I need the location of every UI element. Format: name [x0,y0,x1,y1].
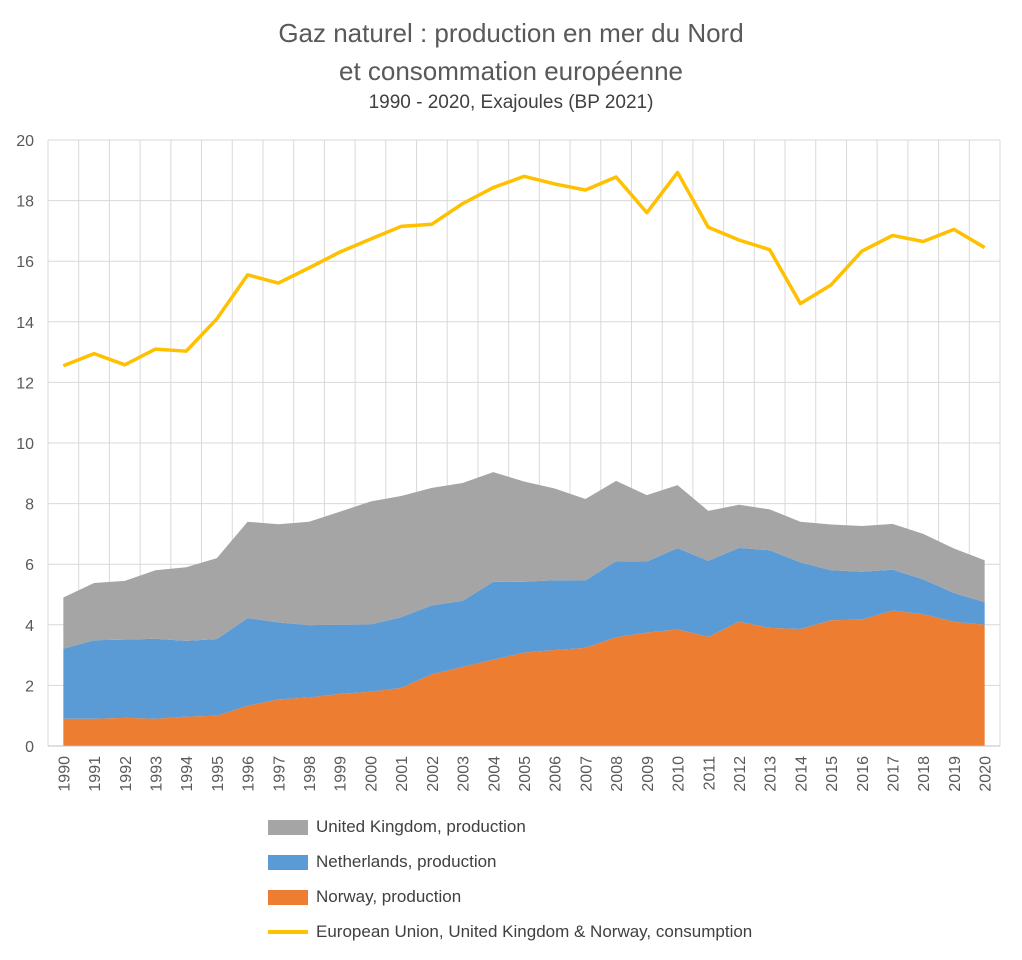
x-tick-label: 2008 [609,756,626,792]
legend-label-consumption: European Union, United Kingdom & Norway,… [316,922,753,941]
x-tick-label: 2018 [916,756,933,792]
x-tick-label: 2007 [578,756,595,792]
y-tick-label: 0 [25,739,34,756]
x-tick-label: 2002 [425,756,442,792]
x-tick-label: 2006 [548,756,565,792]
legend-label-uk: United Kingdom, production [316,817,526,836]
x-tick-label: 1998 [302,756,319,792]
x-tick-label: 2009 [640,756,657,792]
x-tick-label: 1994 [179,756,196,792]
y-tick-label: 6 [25,557,34,574]
x-tick-label: 2001 [394,756,411,792]
x-tick-label: 1995 [210,756,227,792]
y-tick-label: 2 [25,678,34,695]
x-tick-label: 2012 [732,756,749,792]
y-tick-label: 4 [25,618,34,635]
x-tick-label: 1996 [241,756,258,792]
legend-label-netherlands: Netherlands, production [316,852,497,871]
x-tick-label: 2016 [855,756,872,792]
x-tick-label: 1992 [118,756,135,792]
plot-area: 0 2 4 6 8 10 12 14 16 18 20 1990 1991 1992 1993 1994 199… [16,133,1001,792]
area-norway [63,610,985,746]
area-netherlands [63,547,985,719]
y-tick-label: 14 [16,315,34,332]
legend-item-uk: United Kingdom, production [268,812,526,842]
x-tick-label: 2005 [517,756,534,792]
y-tick-label: 16 [16,254,34,271]
x-tick-label: 2019 [947,756,964,792]
x-tick-label: 2011 [701,756,718,791]
x-tick-label: 1997 [271,756,288,792]
x-tick-label: 1991 [87,756,104,792]
x-tick-label: 2004 [486,756,503,792]
chart-title: Gaz naturel : production en mer du Nord [278,18,744,48]
legend-swatch-uk [268,819,308,835]
x-tick-label: 2020 [978,756,995,792]
x-tick-label: 2015 [824,756,841,792]
x-tick-label: 2014 [793,756,810,792]
x-tick-label: 2003 [456,756,473,792]
legend-swatch-consumption [268,930,308,934]
x-tick-label: 2013 [763,756,780,792]
area-united-kingdom [63,472,985,649]
legend-swatch-netherlands [268,854,308,870]
y-tick-label: 8 [25,497,34,514]
x-tick-label: 2000 [363,756,380,792]
chart-title-line2: et consommation européenne [338,56,683,86]
legend-label-norway: Norway, production [316,887,462,906]
legend-swatch-norway [268,889,308,905]
y-tick-label: 18 [16,194,34,211]
y-tick-label: 10 [16,436,34,453]
y-tick-label: 12 [16,375,34,392]
x-tick-label: 1999 [333,756,350,792]
y-tick-label: 20 [16,133,34,150]
x-tick-label: 1993 [148,756,165,792]
x-tick-label: 2010 [671,756,688,792]
x-tick-label: 1990 [56,756,73,792]
legend-item-netherlands: Netherlands, production [268,847,497,877]
legend-item-consumption: European Union, United Kingdom & Norway,… [268,917,752,947]
chart-subtitle: 1990 - 2020, Exajoules (BP 2021) [368,92,654,113]
legend-item-norway: Norway, production [268,882,461,912]
x-tick-label: 2017 [886,756,903,792]
